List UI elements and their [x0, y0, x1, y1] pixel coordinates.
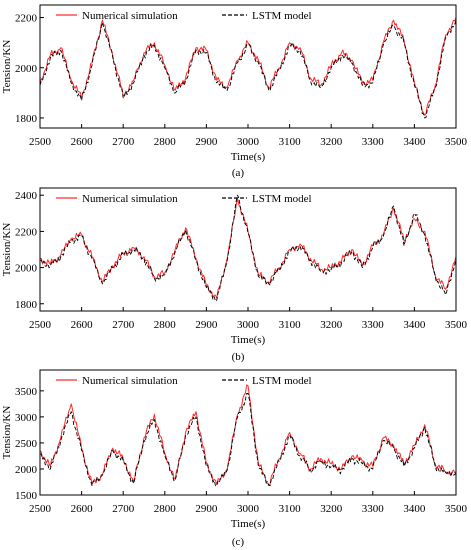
panel-label: (b) [232, 351, 245, 363]
x-axis-label: Time(s) [231, 334, 266, 346]
legend-label-lstm-model: LSTM model [252, 193, 312, 205]
y-tick-label: 2200 [15, 13, 38, 25]
chart-panel-2: 2500 2600 2700 2800 2900 3000 3100 3200 3300 3400… [1, 187, 468, 363]
legend: Numerical simulation LSTM model [56, 375, 312, 387]
y-axis-label: Tension/KN [1, 406, 13, 460]
x-tick-label: 2500 [29, 136, 52, 148]
x-tick-label: 3300 [362, 503, 385, 515]
series-numerical-simulation [39, 384, 457, 486]
x-tick-label: 2700 [112, 503, 135, 515]
x-tick-label: 2600 [71, 136, 94, 148]
panel-label: (c) [232, 536, 245, 548]
x-tick-label: 3200 [320, 136, 343, 148]
legend-label-numerical-simulation: Numerical simulation [82, 375, 178, 387]
x-tick-label: 3100 [279, 136, 302, 148]
y-tick-label: 2000 [15, 263, 38, 275]
legend-label-numerical-simulation: Numerical simulation [82, 10, 178, 22]
panel-label: (a) [232, 167, 245, 179]
legend: Numerical simulation LSTM model [56, 10, 312, 22]
x-tick-label: 2500 [29, 319, 52, 331]
x-tick-label: 2900 [195, 319, 218, 331]
chart-panel-1: 2500 2600 2700 2800 2900 3000 3100 3200 3300 3400… [1, 4, 468, 179]
legend-label-lstm-model: LSTM model [252, 10, 312, 22]
y-tick-label: 2000 [15, 63, 38, 75]
legend-label-lstm-model: LSTM model [252, 375, 312, 387]
x-tick-label: 2900 [195, 503, 218, 515]
series-lstm-model [39, 194, 457, 302]
x-tick-label: 3000 [237, 136, 260, 148]
x-tick-label: 2700 [112, 319, 135, 331]
x-tick-label: 3500 [445, 319, 468, 331]
x-tick-label: 3500 [445, 136, 468, 148]
y-tick-label: 2400 [15, 190, 38, 202]
y-tick-label: 1800 [15, 299, 38, 311]
x-tick-label: 3400 [403, 503, 426, 515]
x-tick-label: 3000 [237, 503, 260, 515]
y-tick-label: 2500 [15, 438, 38, 450]
y-axis-label: Tension/KN [1, 223, 13, 277]
legend: Numerical simulation LSTM model [56, 193, 312, 205]
x-axis-label: Time(s) [231, 151, 266, 163]
x-tick-label: 3100 [279, 319, 302, 331]
y-axis-label: Tension/KN [1, 40, 13, 94]
x-tick-label: 3000 [237, 319, 260, 331]
x-tick-label: 2800 [154, 503, 177, 515]
x-axis-label: Time(s) [231, 518, 266, 530]
legend-label-numerical-simulation: Numerical simulation [82, 193, 178, 205]
y-tick-label: 1800 [15, 113, 38, 125]
x-tick-label: 3200 [320, 319, 343, 331]
y-tick-label: 1500 [15, 490, 38, 502]
y-tick-label: 2200 [15, 226, 38, 238]
y-tick-label: 3500 [15, 386, 38, 398]
chart-panel-3: 2500 2600 2700 2800 2900 3000 3100 3200 3300 3400… [1, 369, 468, 548]
x-tick-label: 3500 [445, 503, 468, 515]
x-tick-label: 3300 [362, 136, 385, 148]
x-tick-label: 2600 [71, 503, 94, 515]
x-tick-label: 2500 [29, 503, 52, 515]
x-tick-label: 2800 [154, 136, 177, 148]
series-numerical-simulation [39, 17, 457, 116]
series-lstm-model [39, 392, 457, 487]
y-tick-label: 2000 [15, 464, 38, 476]
series-lstm-model [39, 19, 457, 119]
x-tick-label: 2800 [154, 319, 177, 331]
x-tick-label: 3400 [403, 136, 426, 148]
x-tick-label: 2600 [71, 319, 94, 331]
x-tick-label: 2900 [195, 136, 218, 148]
x-tick-label: 3400 [403, 319, 426, 331]
y-tick-label: 3000 [15, 412, 38, 424]
x-tick-label: 3100 [279, 503, 302, 515]
x-tick-label: 2700 [112, 136, 135, 148]
x-tick-label: 3200 [320, 503, 343, 515]
x-tick-label: 3300 [362, 319, 385, 331]
